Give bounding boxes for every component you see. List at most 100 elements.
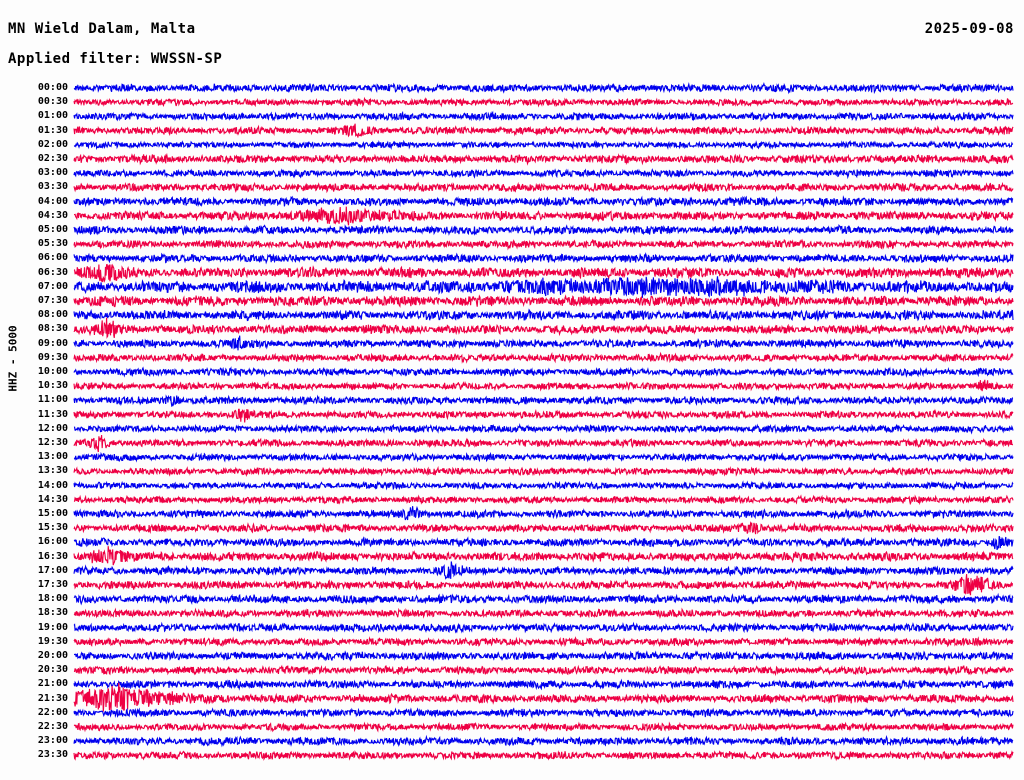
seismic-trace: [73, 110, 1014, 123]
time-label-22-30: 22:30: [37, 721, 68, 732]
seismic-trace: [73, 276, 1014, 298]
seismic-trace: [73, 592, 1014, 606]
applied-filter-label: Applied filter: WWSSN-SP: [8, 51, 223, 67]
time-label-20-30: 20:30: [37, 664, 68, 676]
time-label-09-30: 09:30: [37, 351, 68, 363]
time-label-16-30: 16:30: [37, 550, 68, 562]
seismic-trace: [73, 636, 1014, 648]
time-label-17-00: 17:00: [37, 564, 68, 576]
time-label-08-00: 08:00: [37, 309, 68, 321]
seismic-trace: [73, 308, 1014, 322]
seismic-trace: [73, 465, 1014, 477]
seismic-trace: [73, 181, 1014, 194]
time-label-19-30: 19:30: [37, 635, 68, 647]
time-label-11-30: 11:30: [37, 408, 68, 420]
time-label-21-30: 21:30: [37, 692, 68, 704]
seismic-trace: [73, 621, 1014, 634]
time-label-18-30: 18:30: [37, 607, 68, 619]
time-label-14-00: 14:00: [37, 479, 68, 491]
seismic-trace: [73, 294, 1014, 309]
seismic-trace: [73, 535, 1014, 550]
time-label-12-30: 12:30: [37, 437, 68, 448]
time-label-09-00: 09:00: [37, 337, 68, 349]
seismic-trace: [73, 734, 1014, 748]
seismic-trace: [73, 749, 1014, 762]
seismic-trace: [73, 707, 1014, 719]
seismic-trace: [73, 263, 1014, 283]
seismic-trace: [73, 721, 1014, 733]
time-label-07-30: 07:30: [37, 295, 68, 306]
time-label-20-00: 20:00: [37, 650, 68, 661]
time-label-12-00: 12:00: [37, 422, 68, 434]
seismic-trace: [74, 650, 1014, 662]
time-label-10-30: 10:30: [37, 380, 68, 392]
seismic-trace: [74, 206, 1014, 226]
time-label-14-30: 14:30: [37, 493, 68, 505]
time-label-19-00: 19:00: [37, 621, 68, 633]
seismic-trace: [73, 238, 1014, 251]
time-label-03-30: 03:30: [37, 181, 68, 193]
seismic-trace: [73, 223, 1014, 236]
seismic-trace: [73, 678, 1014, 691]
time-label-08-30: 08:30: [37, 323, 68, 335]
page-title: MN Wield Dalam, Malta: [8, 21, 196, 37]
time-label-02-00: 02:00: [37, 138, 68, 150]
seismic-trace: [73, 252, 1014, 265]
seismic-trace: [73, 607, 1014, 619]
time-label-01-00: 01:00: [37, 110, 68, 122]
seismic-trace: [73, 682, 1014, 712]
time-label-07-00: 07:00: [37, 280, 68, 292]
time-label-23-30: 23:30: [37, 749, 68, 761]
time-label-01-30: 01:30: [37, 124, 68, 136]
time-label-02-30: 02:30: [37, 153, 68, 164]
seismic-trace: [73, 435, 1013, 453]
time-label-04-30: 04:30: [37, 209, 68, 221]
time-label-18-00: 18:00: [37, 593, 68, 605]
time-label-23-00: 23:00: [37, 735, 68, 747]
seismic-trace: [73, 379, 1014, 392]
record-date: 2025-09-08: [924, 21, 1014, 37]
seismic-trace: [73, 451, 1014, 463]
time-label-00-00: 00:00: [37, 82, 68, 93]
seismic-trace: [73, 139, 1014, 151]
time-label-06-00: 06:00: [37, 252, 68, 264]
seismic-trace: [73, 394, 1014, 408]
time-label-05-00: 05:00: [37, 224, 68, 235]
seismic-trace: [73, 521, 1014, 535]
seismic-trace: [73, 561, 1014, 580]
time-label-04-00: 04:00: [37, 195, 68, 207]
time-label-00-30: 00:30: [37, 96, 68, 108]
seismic-trace: [73, 152, 1014, 166]
seismic-trace: [73, 81, 1014, 95]
time-label-11-00: 11:00: [37, 394, 68, 406]
time-label-13-30: 13:30: [37, 465, 68, 477]
time-label-15-30: 15:30: [37, 522, 68, 534]
time-label-13-00: 13:00: [37, 451, 68, 463]
seismic-trace: [73, 505, 1014, 521]
time-label-17-30: 17:30: [37, 579, 68, 590]
time-label-16-00: 16:00: [37, 536, 68, 548]
seismic-trace: [73, 423, 1014, 435]
seismic-trace: [73, 546, 1014, 566]
seismic-trace: [73, 335, 1014, 351]
seismic-trace: [73, 317, 1014, 339]
seismic-trace: [73, 366, 1014, 379]
seismic-trace: [73, 494, 1014, 506]
seismic-trace: [73, 480, 1014, 492]
time-label-22-00: 22:00: [37, 706, 68, 718]
seismic-trace: [73, 96, 1014, 108]
time-label-21-00: 21:00: [37, 678, 68, 690]
seismic-trace: [73, 664, 1014, 677]
seismic-trace: [73, 408, 1014, 423]
seismic-trace: [73, 123, 1014, 138]
time-label-05-30: 05:30: [37, 238, 68, 250]
time-label-06-30: 06:30: [37, 266, 68, 278]
seismic-trace: [73, 574, 1014, 596]
seismic-trace: [73, 195, 1014, 208]
seismic-trace: [73, 351, 1014, 364]
time-label-15-00: 15:00: [37, 508, 68, 519]
time-label-03-00: 03:00: [37, 167, 68, 179]
time-label-10-00: 10:00: [37, 366, 68, 377]
